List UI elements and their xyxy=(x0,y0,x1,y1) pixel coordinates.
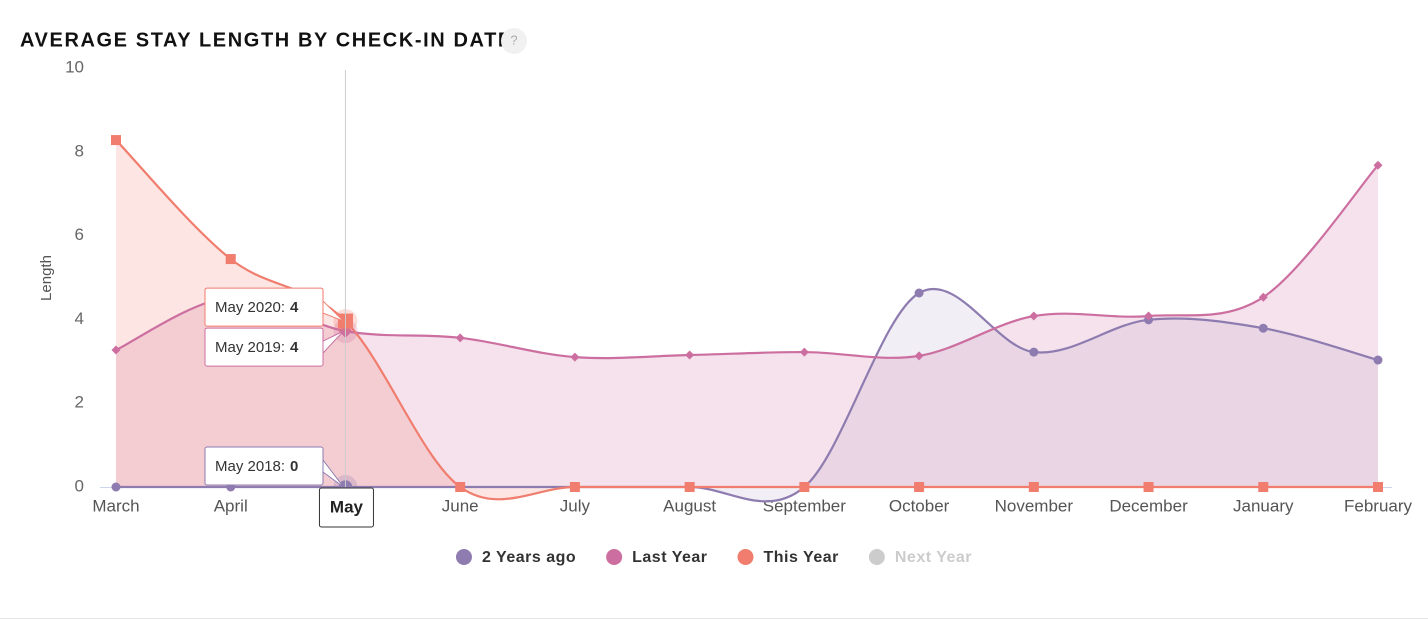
tooltip-text: May 2019: 4 xyxy=(215,339,299,356)
tooltip-text: May 2018: 0 xyxy=(215,458,298,475)
tooltip-value: 4 xyxy=(290,299,299,316)
marker xyxy=(569,482,580,492)
legend-label[interactable]: Last Year xyxy=(632,549,707,566)
marker xyxy=(1373,160,1383,170)
help-icon[interactable] xyxy=(501,28,527,54)
x-tick-label: November xyxy=(995,496,1074,515)
tooltip: May 2018: 0 xyxy=(204,446,344,488)
help-icon-text[interactable]: ? xyxy=(510,32,517,47)
legend-item[interactable]: 2 Years ago xyxy=(455,549,576,566)
marker xyxy=(1373,355,1383,365)
x-tick-label: June xyxy=(442,496,479,515)
tooltip-pointer xyxy=(322,300,344,322)
x-tick-label: October xyxy=(889,496,950,515)
legend-label[interactable]: 2 Years ago xyxy=(482,549,576,566)
y-tick-label: 0 xyxy=(75,476,84,495)
area xyxy=(116,288,1378,502)
legend: 2 Years ago Last Year This Year Next Year xyxy=(455,549,972,566)
legend-item[interactable]: Next Year xyxy=(868,549,972,566)
marker xyxy=(111,482,121,492)
x-tick-label: February xyxy=(1344,496,1413,515)
tooltip-value: 0 xyxy=(290,458,298,475)
marker xyxy=(799,482,810,492)
legend-symbol[interactable] xyxy=(606,549,623,565)
tooltip: May 2019: 4 xyxy=(204,327,344,367)
legend-symbol[interactable] xyxy=(455,549,472,565)
marker xyxy=(570,352,580,362)
tooltip-pointer xyxy=(322,459,344,488)
tooltip-box xyxy=(204,287,324,327)
marker xyxy=(1258,292,1268,302)
tooltip-label: May 2018: xyxy=(215,458,285,475)
marker xyxy=(1258,323,1268,333)
legend-item[interactable]: Last Year xyxy=(606,549,707,566)
x-tick-label: July xyxy=(560,496,591,515)
line xyxy=(115,164,1379,360)
tooltip-box xyxy=(204,446,324,486)
tooltip-value: 4 xyxy=(290,339,299,356)
y-tick-label: 8 xyxy=(75,141,84,160)
area xyxy=(116,165,1378,487)
marker xyxy=(1373,482,1383,492)
marker xyxy=(1028,482,1039,492)
x-tick-label: April xyxy=(214,496,248,515)
marker xyxy=(111,345,121,355)
y-tick-label: 2 xyxy=(75,393,84,412)
marker xyxy=(684,482,695,492)
marker xyxy=(1258,482,1269,492)
tooltip-label: May 2020: xyxy=(215,299,285,316)
legend-item[interactable]: This Year xyxy=(737,549,839,566)
x-tick-label: March xyxy=(92,496,139,515)
x-tick-label: September xyxy=(763,496,846,515)
marker xyxy=(1144,311,1154,321)
marker xyxy=(1029,311,1039,321)
x-tick-label: December xyxy=(1109,496,1188,515)
chart-title: AVERAGE STAY LENGTH BY CHECK-IN DATE xyxy=(20,29,513,51)
marker xyxy=(914,351,924,361)
tooltip-box xyxy=(204,327,324,367)
legend-symbol[interactable] xyxy=(737,549,754,565)
marker xyxy=(225,254,236,265)
hover-category: May xyxy=(318,487,374,528)
hover-category-box xyxy=(318,487,374,528)
marker xyxy=(685,350,695,360)
marker xyxy=(455,482,466,492)
marker xyxy=(1029,347,1039,357)
legend-symbol[interactable] xyxy=(868,549,885,565)
y-tick-label: 4 xyxy=(75,309,84,328)
y-tick-label: 10 xyxy=(65,57,84,76)
x-tick-label: August xyxy=(663,496,716,515)
tooltip-label: May 2019: xyxy=(215,339,285,356)
y-axis-label: Length xyxy=(38,255,55,301)
x-tick-label: May xyxy=(330,497,364,516)
marker xyxy=(914,288,924,298)
marker xyxy=(1143,482,1154,492)
tooltip-text: May 2020: 4 xyxy=(215,299,299,316)
tooltip-pointer xyxy=(322,330,344,354)
x-tick-label: January xyxy=(1233,496,1294,515)
marker xyxy=(111,135,121,146)
marker xyxy=(455,333,465,343)
legend-label[interactable]: Next Year xyxy=(895,549,972,566)
tooltip: May 2020: 4 xyxy=(204,287,344,327)
legend-label[interactable]: This Year xyxy=(764,549,839,566)
y-tick-label: 6 xyxy=(75,225,84,244)
marker xyxy=(799,347,809,357)
marker xyxy=(914,482,925,492)
